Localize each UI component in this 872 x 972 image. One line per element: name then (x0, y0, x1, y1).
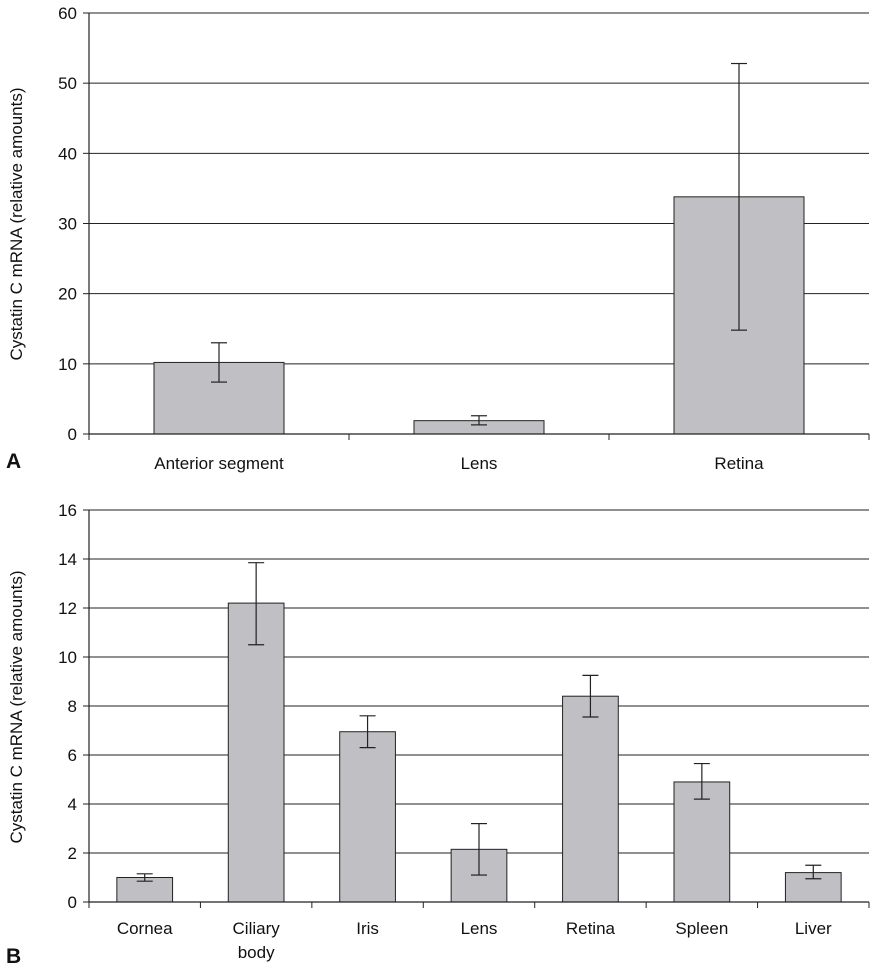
panel-a-y-tick-label-0: 0 (68, 425, 77, 444)
panel-a-x-tick-label-anterior-segment: Anterior segment (154, 454, 284, 473)
panel-b-x-tick-label-cornea: Cornea (117, 919, 173, 938)
panel-b-y-tick-label-14: 14 (58, 550, 77, 569)
panel-b-letter: B (6, 945, 21, 967)
panel-b-x-tick-label-ciliary-body: Ciliary body (233, 919, 281, 962)
panel-b-y-tick-label-2: 2 (68, 844, 77, 863)
panel-b-x-tick-label-line: body (238, 943, 275, 962)
panel-a-y-tick-labels: 0 10 20 30 40 50 60 (58, 4, 77, 444)
panel-b-y-tick-label-8: 8 (68, 697, 77, 716)
panel-b-bar-retina (562, 695, 619, 903)
panel-b-chart: 0 2 4 6 8 10 12 14 16 Cornea Ciliary body Iris Lens R… (6, 501, 870, 968)
panel-a-y-tick-label-30: 30 (58, 215, 77, 234)
panel-b-x-tick-labels: Cornea Ciliary body Iris Lens Retina Spleen Liv… (117, 919, 832, 962)
panel-b-bar-spleen (673, 781, 731, 903)
panel-b-x-tick-label-lens: Lens (461, 919, 498, 938)
panel-b-y-tick-label-6: 6 (68, 746, 77, 765)
panel-a-y-tick-label-10: 10 (58, 355, 77, 374)
panel-a-bars (153, 196, 805, 435)
panel-a-y-tick-label-50: 50 (58, 74, 77, 93)
panel-b-bar-iris (339, 731, 396, 903)
panel-b-gridlines (89, 509, 869, 854)
panel-b-x-tick-label-line: Ciliary (233, 919, 281, 938)
panel-b-axes (83, 509, 870, 908)
panel-a-error-bars (211, 62, 747, 426)
panel-b-error-bars (136, 562, 822, 882)
panel-b-y-tick-label-10: 10 (58, 648, 77, 667)
panel-b-x-tick-label-iris: Iris (356, 919, 379, 938)
panel-b-y-tick-label-16: 16 (58, 501, 77, 520)
panel-a-y-tick-label-40: 40 (58, 144, 77, 163)
panel-a-chart: 0 10 20 30 40 50 60 Anterior segment Lens Retina… (6, 4, 870, 473)
panel-b-y-tick-label-4: 4 (68, 795, 77, 814)
panel-a-axes (83, 12, 870, 440)
panel-a-x-tick-label-retina: Retina (714, 454, 764, 473)
panel-a-y-tick-label-20: 20 (58, 285, 77, 304)
panel-b-x-tick-label-liver: Liver (795, 919, 832, 938)
panel-b-y-axis-title: Cystatin C mRNA (relative amounts) (7, 570, 26, 843)
panel-a-letter: A (6, 450, 21, 473)
panel-a-x-tick-label-lens: Lens (461, 454, 498, 473)
panel-b-x-tick-label-retina: Retina (566, 919, 616, 938)
panel-a-y-axis-title: Cystatin C mRNA (relative amounts) (7, 87, 26, 360)
panel-a-y-tick-label-60: 60 (58, 4, 77, 23)
panel-b-y-tick-label-0: 0 (68, 893, 77, 912)
panel-a-x-tick-labels: Anterior segment Lens Retina (154, 454, 764, 473)
panel-b-y-tick-labels: 0 2 4 6 8 10 12 14 16 (58, 501, 77, 912)
panel-b-bar-ciliary-body (227, 602, 285, 903)
panel-b-x-tick-label-spleen: Spleen (675, 919, 728, 938)
panel-b-y-tick-label-12: 12 (58, 599, 77, 618)
